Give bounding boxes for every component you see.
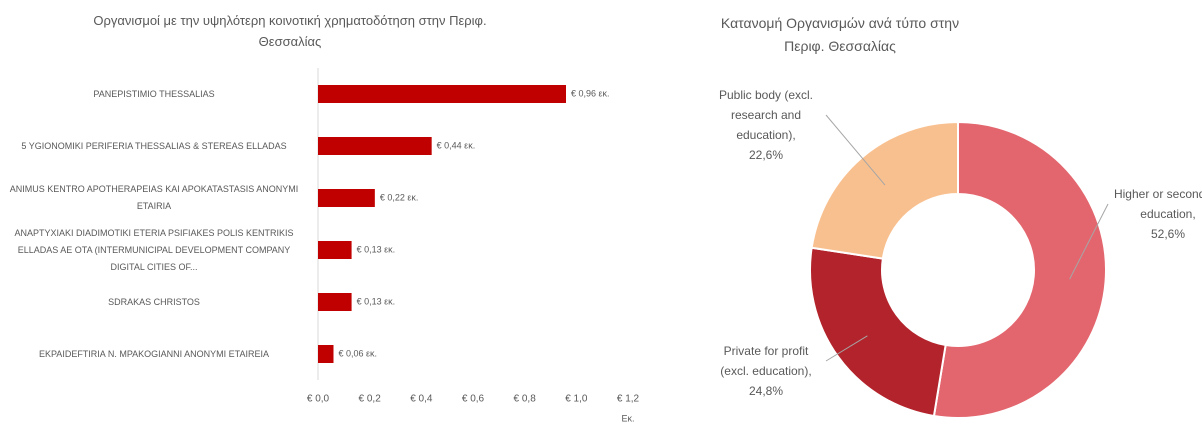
x-tick-label: € 1,2	[617, 394, 640, 405]
value-label: € 0,06 εκ.	[339, 348, 378, 358]
donut-slice	[809, 246, 947, 418]
category-label: ANIMUS KENTRO APOTHERAPEIAS KAI APOKATAS…	[9, 184, 299, 211]
chart-title: Οργανισμοί με την υψηλότερη κοινοτική χρ…	[93, 13, 487, 49]
x-tick-label: € 0,8	[514, 394, 537, 405]
leader-line	[825, 114, 886, 186]
value-label: € 0,22 εκ.	[380, 192, 419, 202]
x-tick-label: € 0,0	[307, 394, 330, 405]
x-tick-label: € 1,0	[565, 394, 588, 405]
bar	[318, 293, 352, 311]
category-label: PANEPISTIMIO THESSALIAS	[93, 88, 215, 99]
slice-label: Private for profit (excl. education),	[720, 344, 812, 378]
category-label: SDRAKAS CHRISTOS	[108, 296, 200, 307]
bar	[318, 189, 375, 207]
bar	[318, 345, 334, 363]
chart-title: Κατανομή Οργανισμών ανά τύπο στην Περιφ.…	[720, 15, 960, 54]
category-label: EKPAIDEFTIRIA N. MPAKOGIANNI ANONYMI ETA…	[38, 348, 270, 359]
bar	[318, 241, 352, 259]
bar	[318, 137, 432, 155]
x-axis-label: Εκ.	[621, 413, 634, 423]
slice-value-label: 22,6%	[748, 148, 784, 162]
value-label: € 0,13 εκ.	[357, 244, 396, 254]
category-label: 5 YGIONOMIKI PERIFERIA THESSALIAS & STER…	[21, 140, 287, 151]
x-tick-label: € 0,2	[359, 394, 382, 405]
x-tick-label: € 0,4	[410, 394, 433, 405]
value-label: € 0,13 εκ.	[357, 296, 396, 306]
donut-slice	[932, 120, 1107, 419]
donut-slice	[810, 120, 959, 260]
slice-value-label: 52,6%	[1150, 227, 1186, 241]
slice-value-label: 24,8%	[748, 384, 784, 398]
leader-line	[1069, 203, 1109, 280]
value-label: € 0,96 εκ.	[571, 88, 610, 98]
value-label: € 0,44 εκ.	[437, 140, 476, 150]
x-tick-label: € 0,6	[462, 394, 485, 405]
bar	[318, 85, 566, 103]
slice-label: Public body (excl. research and educatio…	[718, 88, 814, 142]
category-label: ΑΝΑΡΤΥΧΙΑΚΙ DIADIMOTIKI ETERIA PSIFIAKES…	[14, 227, 294, 272]
slice-label: Higher or secondary education,	[1113, 187, 1202, 221]
leader-line	[825, 335, 868, 362]
